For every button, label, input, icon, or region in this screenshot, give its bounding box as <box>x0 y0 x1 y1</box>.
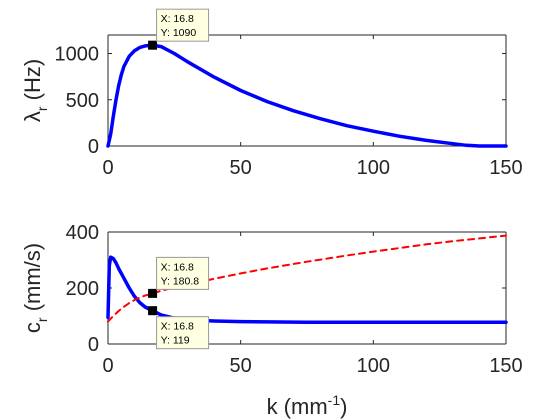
bottom-y-tick-label: 200 <box>66 278 99 300</box>
top-x-tick-label: 50 <box>230 157 252 179</box>
bottom-datatip-box <box>156 256 210 290</box>
bottom-y-tick-label: 0 <box>88 334 99 356</box>
bottom-datatip-y-text: Y: 119 <box>161 335 190 347</box>
top-datatip-x-text: X: 16.8 <box>161 13 194 25</box>
top-y-axis-label: λr (Hz) <box>20 59 50 122</box>
bottom-x-tick-label: 50 <box>230 355 252 377</box>
top-solid-series-line <box>106 43 508 148</box>
bottom-datatip-y-text: Y: 180.8 <box>161 275 200 287</box>
top-datatip-y-text: Y: 1090 <box>161 27 197 39</box>
bottom-x-tick-label: 100 <box>357 355 390 377</box>
bottom-y-axis-label: cr (mm/s) <box>20 243 50 333</box>
bottom-datatip-x-text: X: 16.8 <box>161 321 194 333</box>
bottom-datatip-x-text: X: 16.8 <box>161 261 194 273</box>
top-x-tick-label: 150 <box>489 157 522 179</box>
bottom-solid-series-line <box>106 255 508 324</box>
bottom-datatip-marker <box>148 306 158 316</box>
bottom-y-tick-label: 400 <box>66 222 99 244</box>
bottom-x-tick-label: 0 <box>102 355 113 377</box>
top-x-tick-label: 0 <box>102 157 113 179</box>
speed-plot: 0 50 100 150 0 200 400 cr (mm/s) k (mm-1) X: 16.8… <box>20 222 523 419</box>
top-x-tick-label: 100 <box>357 157 390 179</box>
bottom-x-tick-label: 150 <box>489 355 522 377</box>
top-datatip-box <box>156 8 210 42</box>
top-y-tick-label: 1000 <box>55 44 100 66</box>
top-y-tick-label: 0 <box>88 136 99 158</box>
bottom-datatip-marker <box>148 288 158 298</box>
top-y-tick-label: 500 <box>66 90 99 112</box>
bottom-x-axis-label: k (mm-1) <box>267 392 348 419</box>
bottom-datatip-box <box>156 316 210 350</box>
top-datatip-marker <box>148 40 158 50</box>
